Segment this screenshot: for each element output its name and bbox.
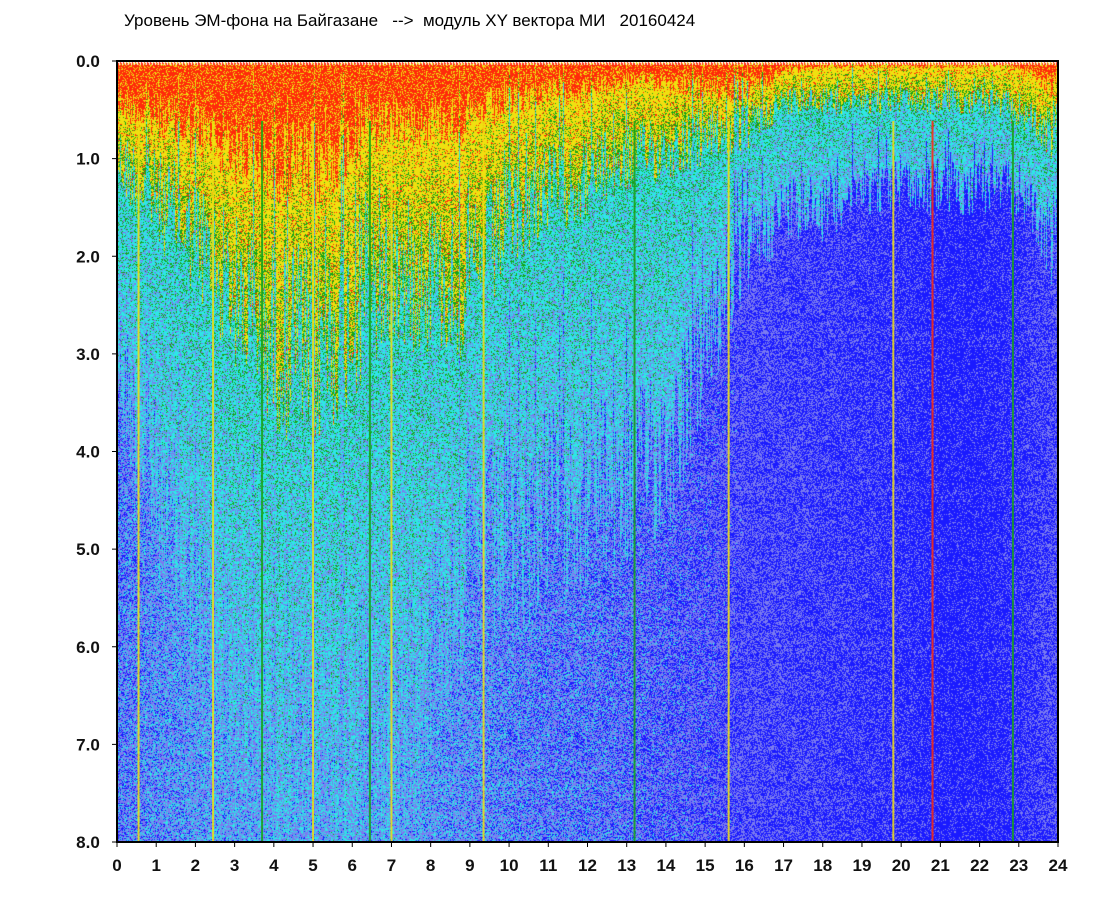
x-tick-label: 20 (892, 856, 911, 875)
x-tick-label: 8 (426, 856, 435, 875)
y-tick-label: 3.0 (76, 345, 100, 364)
x-tick-label: 11 (539, 856, 557, 875)
x-tick-label: 3 (230, 856, 239, 875)
y-tick-label: 2.0 (76, 247, 100, 266)
x-tick-label: 1 (151, 856, 160, 875)
plot-area (117, 61, 1058, 842)
x-tick-label: 23 (1009, 856, 1028, 875)
x-tick-label: 22 (970, 856, 989, 875)
x-tick-label: 10 (500, 856, 519, 875)
x-tick-label: 18 (813, 856, 832, 875)
x-axis: 0 1 2 3 4 5 6 7 8 9 10 11 12 13 14 15 16 17 18 19 20 21 22 23 24 (112, 842, 1068, 875)
heatmap-canvas (117, 61, 1058, 842)
vertical-streaks (137, 121, 1014, 842)
y-tick-label: 8.0 (76, 833, 100, 852)
x-tick-label: 12 (578, 856, 597, 875)
x-tick-label: 5 (308, 856, 317, 875)
x-tick-label: 13 (617, 856, 636, 875)
x-tick-label: 4 (269, 856, 279, 875)
chart-title: Уровень ЭМ-фона на Байгазане --> модуль … (124, 11, 696, 30)
y-axis: 0.0 1.0 2.0 3.0 4.0 5.0 6.0 7.0 8.0 (76, 52, 117, 852)
y-tick-label: 4.0 (76, 443, 100, 462)
y-tick-label: 1.0 (76, 150, 100, 169)
x-tick-label: 0 (112, 856, 121, 875)
x-tick-label: 16 (735, 856, 754, 875)
y-tick-label: 6.0 (76, 638, 100, 657)
x-tick-label: 9 (465, 856, 474, 875)
y-tick-label: 5.0 (76, 540, 100, 559)
x-tick-label: 21 (931, 856, 950, 875)
y-tick-label: 7.0 (76, 735, 100, 754)
x-tick-label: 14 (656, 856, 675, 875)
x-tick-label: 6 (348, 856, 357, 875)
x-tick-label: 17 (774, 856, 793, 875)
x-tick-label: 24 (1049, 856, 1068, 875)
x-tick-label: 19 (852, 856, 871, 875)
x-tick-label: 15 (696, 856, 715, 875)
x-tick-label: 7 (387, 856, 396, 875)
y-tick-label: 0.0 (76, 52, 100, 71)
x-tick-label: 2 (191, 856, 200, 875)
